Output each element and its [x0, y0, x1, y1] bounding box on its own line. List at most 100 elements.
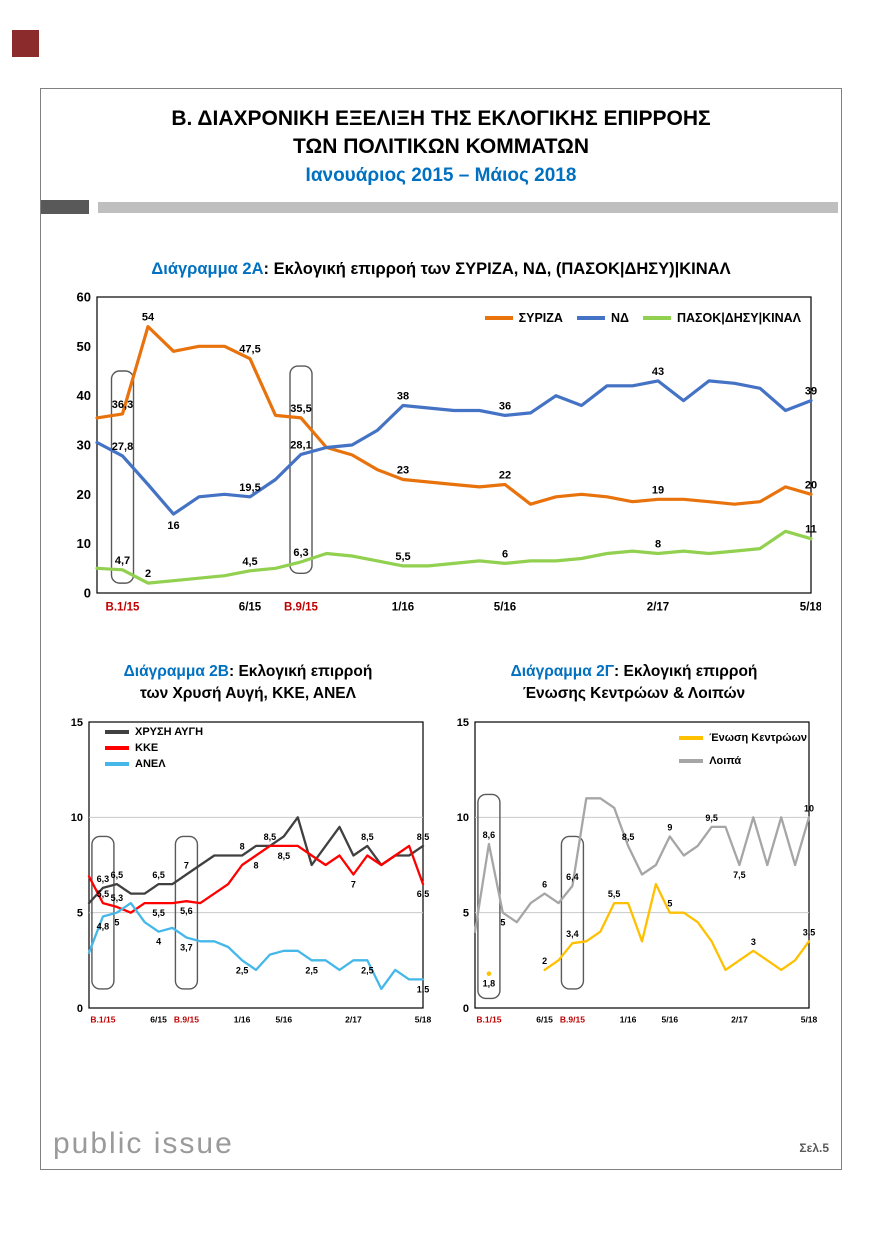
- svg-text:6,4: 6,4: [566, 872, 579, 882]
- svg-text:Β.9/15: Β.9/15: [560, 1014, 585, 1024]
- svg-text:1/16: 1/16: [392, 602, 414, 614]
- legend-item: Ένωση Κεντρώων: [679, 732, 807, 744]
- svg-text:5/16: 5/16: [494, 602, 516, 614]
- svg-text:28,1: 28,1: [290, 440, 311, 452]
- chart-2a-legend: ΣΥΡΙΖΑ ΝΔ ΠΑΣΟΚ|ΔΗΣΥ|ΚΙΝΑΛ: [484, 311, 801, 326]
- legend-item: ΧΡΥΣΗ ΑΥΓΗ: [105, 726, 203, 738]
- svg-text:8,5: 8,5: [264, 832, 277, 842]
- svg-text:27,8: 27,8: [112, 441, 133, 453]
- chart-svg: 0 5 10 15 Β.1/15 6/15 Β.9/15 1/16 5/16 2/17 5/18 6,…: [71, 717, 431, 1025]
- chart-2b-title: Διάγραμμα 2Β: Εκλογική επιρροή των Χρυσή…: [61, 661, 435, 704]
- svg-text:6,5: 6,5: [152, 870, 165, 880]
- svg-text:54: 54: [142, 312, 155, 324]
- svg-text:4,7: 4,7: [115, 555, 130, 567]
- svg-text:5,5: 5,5: [608, 889, 621, 899]
- legend-item: ΣΥΡΙΖΑ: [484, 311, 563, 326]
- svg-text:Β.9/15: Β.9/15: [174, 1014, 199, 1024]
- chart-2c-title-line2: Ένωσης Κεντρώων & Λοιπών: [522, 685, 746, 703]
- svg-text:8,5: 8,5: [278, 851, 291, 861]
- svg-text:5,5: 5,5: [152, 908, 165, 918]
- svg-text:6: 6: [502, 549, 508, 561]
- svg-text:47,5: 47,5: [239, 344, 260, 356]
- svg-text:5,5: 5,5: [97, 889, 110, 899]
- chart-2a-title: Διάγραμμα 2Α: Εκλογική επιρροή των ΣΥΡΙΖ…: [41, 260, 841, 279]
- svg-text:35,5: 35,5: [290, 403, 311, 415]
- svg-text:8,5: 8,5: [622, 832, 635, 842]
- svg-text:19: 19: [652, 485, 664, 497]
- svg-text:5/18: 5/18: [415, 1014, 431, 1024]
- svg-text:5/16: 5/16: [276, 1014, 293, 1024]
- svg-text:2: 2: [145, 569, 151, 581]
- svg-text:6/15: 6/15: [239, 602, 262, 614]
- svg-text:2/17: 2/17: [345, 1014, 362, 1024]
- svg-text:8,5: 8,5: [417, 832, 430, 842]
- svg-text:43: 43: [652, 366, 664, 378]
- legend-label: ΣΥΡΙΖΑ: [518, 311, 563, 326]
- svg-text:22: 22: [499, 470, 511, 482]
- chart-2a-title-prefix: Διάγραμμα 2Α: [151, 260, 264, 279]
- svg-text:1,8: 1,8: [483, 978, 496, 988]
- svg-text:5,3: 5,3: [111, 893, 124, 903]
- svg-text:8,5: 8,5: [361, 832, 374, 842]
- svg-text:1,5: 1,5: [417, 984, 430, 994]
- chart-2b-legend: ΧΡΥΣΗ ΑΥΓΗ ΚΚΕ ΑΝΕΛ: [105, 726, 203, 770]
- svg-text:6,3: 6,3: [97, 874, 110, 884]
- legend-label: ΝΔ: [610, 311, 629, 326]
- svg-text:15: 15: [457, 717, 469, 729]
- svg-text:40: 40: [77, 389, 91, 404]
- page-subtitle: Ιανουάριος 2015 – Μάιος 2018: [305, 165, 577, 187]
- svg-text:7: 7: [184, 860, 189, 870]
- svg-text:10: 10: [77, 537, 91, 552]
- svg-text:0: 0: [463, 1003, 469, 1015]
- svg-text:3,7: 3,7: [180, 942, 193, 952]
- svg-text:7: 7: [351, 879, 356, 889]
- chart-2b: ΧΡΥΣΗ ΑΥΓΗ ΚΚΕ ΑΝΕΛ 0 5 10 15 Β.1/15 6/15 Β.9/15…: [61, 714, 435, 1032]
- svg-text:0: 0: [77, 1003, 83, 1015]
- legend-line-swatch: [679, 758, 704, 763]
- page-header: Β. ΔΙΑΧΡΟΝΙΚΗ ΕΞΕΛΙΞΗ ΤΗΣ ΕΚΛΟΓΙΚΗΣ ΕΠΙΡ…: [41, 89, 841, 187]
- svg-text:5/18: 5/18: [801, 1014, 817, 1024]
- svg-text:38: 38: [397, 391, 409, 403]
- legend-item: Λοιπά: [679, 755, 741, 767]
- chart-2b-title-line2: των Χρυσή Αυγή, ΚΚΕ, ΑΝΕΛ: [139, 685, 356, 703]
- legend-line-swatch: [484, 316, 513, 321]
- legend-line-swatch: [576, 316, 605, 321]
- page-footer: public issue Σελ.5: [41, 1127, 841, 1161]
- svg-text:5: 5: [77, 907, 83, 919]
- divider-dark-segment: [41, 200, 89, 215]
- svg-text:4,5: 4,5: [242, 556, 257, 568]
- chart-2c-title-rest: : Εκλογική επιρροή: [614, 663, 758, 681]
- legend-line-swatch: [105, 729, 129, 734]
- legend-item: ΠΑΣΟΚ|ΔΗΣΥ|ΚΙΝΑΛ: [642, 311, 801, 325]
- legend-line-swatch: [105, 745, 129, 750]
- divider-light-bar: [98, 201, 838, 213]
- svg-text:5: 5: [667, 898, 672, 908]
- corner-accent: [12, 30, 39, 57]
- legend-label: Ένωση Κεντρώων: [709, 731, 807, 744]
- chart-2c-title-prefix: Διάγραμμα 2Γ: [510, 663, 615, 681]
- chart-2c-title: Διάγραμμα 2Γ: Εκλογική επιρροή Ένωσης Κε…: [447, 661, 821, 704]
- svg-text:5/16: 5/16: [662, 1014, 679, 1024]
- svg-text:6/15: 6/15: [536, 1014, 553, 1024]
- svg-text:Β.9/15: Β.9/15: [284, 602, 318, 614]
- svg-text:36: 36: [499, 401, 511, 413]
- svg-text:10: 10: [804, 803, 814, 813]
- svg-text:2/17: 2/17: [731, 1014, 748, 1024]
- page-title-line2: ΤΩΝ ΠΟΛΙΤΙΚΩΝ ΚΟΜΜΑΤΩΝ: [292, 134, 590, 158]
- svg-text:5/18: 5/18: [800, 602, 821, 614]
- svg-text:5: 5: [463, 907, 469, 919]
- legend-item: ΑΝΕΛ: [105, 758, 166, 770]
- svg-text:39: 39: [805, 386, 817, 398]
- bottom-charts-row: Διάγραμμα 2Β: Εκλογική επιρροή των Χρυσή…: [41, 661, 841, 1031]
- chart-2a-title-rest: : Εκλογική επιρροή των ΣΥΡΙΖΑ, ΝΔ, (ΠΑΣΟ…: [263, 260, 731, 279]
- svg-text:5: 5: [500, 917, 505, 927]
- svg-text:3,4: 3,4: [566, 929, 579, 939]
- svg-text:16: 16: [167, 521, 179, 533]
- svg-text:1/16: 1/16: [620, 1014, 637, 1024]
- svg-text:3: 3: [751, 937, 756, 947]
- chart-2b-title-rest: : Εκλογική επιρροή: [229, 663, 373, 681]
- svg-text:6,3: 6,3: [293, 547, 308, 559]
- svg-text:6: 6: [542, 879, 547, 889]
- header-divider: [41, 200, 841, 215]
